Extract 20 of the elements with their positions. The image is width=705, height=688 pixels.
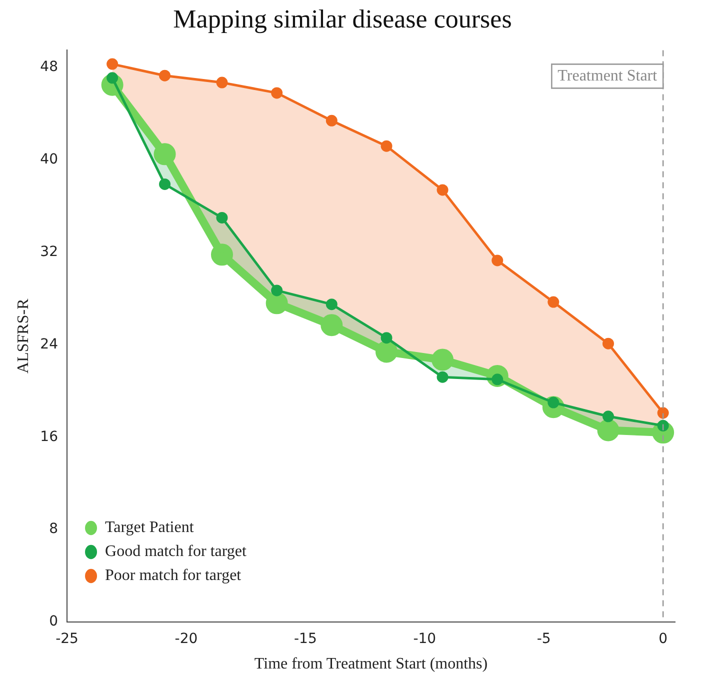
x-tick-label: -15 [294,631,317,648]
y-tick-label: 0 [49,614,58,630]
x-tick-label: -20 [174,631,198,648]
x-tick-label: -5 [536,631,551,648]
y-tick-label: 40 [40,152,58,168]
y-tick-label: 48 [40,59,58,76]
x-axis-title: Time from Treatment Start (months) [254,656,488,673]
legend-label: Target Patient [105,519,194,536]
y-axis-title: ALSFRS-R [14,298,32,374]
chart-title: Mapping similar disease courses [173,4,512,34]
x-tick-label: -10 [413,631,436,648]
x-tick-label: 0 [658,631,668,648]
y-tick-label: 24 [40,336,58,352]
y-tick-label: 16 [40,428,58,445]
legend-label: Poor match for target [105,567,242,584]
legend-label: Good match for target [105,543,248,560]
ref-line-label: Treatment Start [558,67,658,84]
y-tick-label: 32 [40,244,58,260]
x-tick-label: -25 [56,631,78,648]
y-tick-label: 8 [49,521,58,538]
